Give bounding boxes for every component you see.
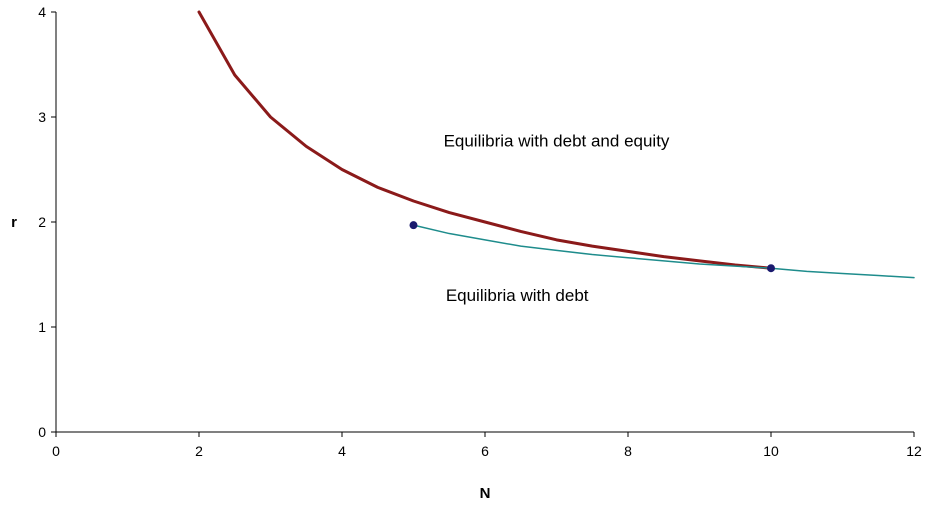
x-tick-label: 10: [763, 443, 779, 459]
x-tick-label: 4: [338, 443, 346, 459]
series-line-debt-and-equity: [197, 10, 773, 270]
y-tick-label: 3: [38, 109, 46, 125]
y-tick-label: 0: [38, 424, 46, 440]
series-line-debt: [412, 224, 915, 279]
x-axis-title: N: [480, 485, 491, 502]
annotation-label: Equilibria with debt and equity: [444, 131, 670, 150]
y-tick-label: 2: [38, 214, 46, 230]
x-tick-label: 0: [52, 443, 60, 459]
y-tick-label: 4: [38, 4, 46, 20]
annotations-group: Equilibria with debt and equity Equilibri…: [444, 131, 670, 304]
annotation-label: Equilibria with debt: [446, 286, 589, 305]
data-point-marker: [409, 221, 418, 230]
x-tick-label: 6: [481, 443, 489, 459]
y-axis-title: r: [11, 214, 17, 231]
x-tick-label: 12: [906, 443, 922, 459]
x-tick-label: 2: [195, 443, 203, 459]
data-point-marker: [767, 264, 775, 273]
x-tick-label: 8: [624, 443, 632, 459]
series-group: [197, 10, 915, 279]
points-group: [409, 221, 775, 273]
y-tick-label: 1: [38, 319, 46, 335]
